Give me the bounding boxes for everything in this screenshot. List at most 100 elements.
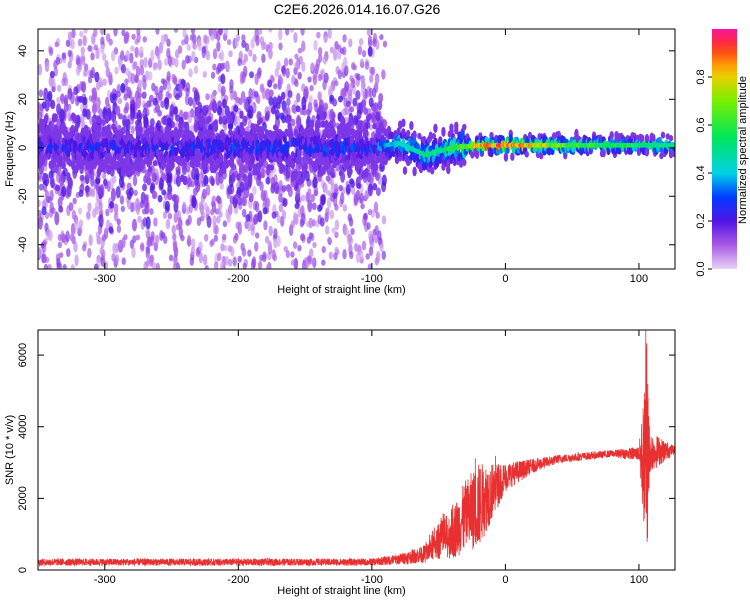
spectrogram-cell	[357, 45, 363, 56]
spectrogram-cell	[360, 85, 366, 97]
spectrogram-cell	[122, 114, 128, 128]
spectrogram-cell	[317, 73, 323, 82]
spectrogram-cell	[357, 123, 363, 131]
spectrogram-cell	[182, 29, 187, 39]
spectrogram-cell	[142, 36, 147, 43]
spectrogram-cell	[124, 31, 130, 43]
spectrogram-cell	[370, 66, 376, 76]
spectrogram-cell	[342, 204, 348, 212]
spectrogram-cell	[121, 29, 126, 37]
spectrogram-cell	[90, 67, 96, 79]
spectrogram-cell	[294, 80, 299, 88]
spectrogram-cell	[326, 190, 332, 197]
spectrogram-cell	[319, 113, 324, 121]
spectrogram-cell	[373, 81, 379, 93]
spectrogram-cell	[116, 84, 121, 94]
spectrogram-cell	[99, 184, 105, 198]
spectrogram-cell	[286, 97, 291, 107]
spectrogram-cell	[342, 34, 347, 43]
top-ytick-label: 0	[17, 145, 29, 151]
spectrogram-cell	[660, 131, 666, 139]
spectrogram-cell	[168, 254, 174, 262]
spectrogram-cell	[43, 173, 49, 180]
top-xtick-label: -200	[227, 273, 249, 285]
spectrogram-cell	[363, 107, 369, 115]
spectrogram-cell	[345, 100, 351, 108]
spectrogram-cell	[265, 88, 271, 101]
spectrogram-cell	[263, 220, 268, 231]
spectrogram-cell	[50, 99, 56, 110]
spectrogram-cell	[428, 131, 433, 142]
spectrogram-cell	[265, 263, 271, 269]
spectrogram-cell	[182, 201, 187, 210]
spectrogram-cell	[212, 48, 218, 60]
spectrogram-cell	[266, 164, 271, 171]
spectrogram-cell	[192, 43, 198, 50]
spectrogram-cell	[252, 169, 257, 176]
spectrogram-cell	[74, 123, 79, 133]
spectrogram-cell	[309, 85, 314, 92]
spectrogram-cell	[672, 143, 675, 148]
spectrogram-cell	[300, 29, 305, 36]
spectrogram-cell	[172, 241, 178, 254]
spectrogram-cell	[216, 29, 221, 42]
spectrogram-cell	[118, 175, 124, 189]
spectrogram-cell	[332, 47, 337, 56]
spectrogram-cell	[81, 55, 86, 66]
spectrogram-cell	[250, 154, 255, 165]
spectrogram-cell	[449, 123, 454, 132]
spectrogram-cell	[49, 70, 55, 79]
bottom-ytick-label: 4000	[17, 414, 29, 438]
top-xtick-label: -300	[94, 273, 116, 285]
spectrogram-cell	[131, 247, 136, 259]
spectrogram-cell	[239, 181, 245, 193]
spectrogram-cell	[417, 132, 422, 140]
spectrogram-cell	[123, 93, 128, 101]
spectrogram-cell	[297, 170, 303, 180]
spectrogram-cell	[114, 160, 119, 170]
spectrogram-cell	[313, 39, 318, 51]
spectrogram-cell	[56, 96, 61, 104]
spectrogram-cell	[651, 133, 656, 144]
spectrogram-cell	[156, 120, 162, 132]
spectrogram-cell	[212, 215, 217, 226]
spectrogram-cell	[90, 52, 95, 61]
spectrogram-cell	[241, 40, 247, 48]
spectrogram-cell	[228, 114, 233, 125]
spectrogram-cell	[224, 60, 230, 71]
spectrogram-cell	[137, 215, 142, 223]
spectrogram-cell	[290, 251, 295, 258]
spectrogram-cell	[117, 113, 123, 120]
spectrogram-cell	[308, 217, 313, 229]
spectrogram-cell	[257, 261, 263, 269]
spectrogram-cell	[255, 35, 260, 47]
spectrogram-cell	[294, 61, 299, 69]
spectrogram-cell	[305, 152, 310, 160]
spectrogram-cell	[109, 201, 115, 209]
spectrogram-cell	[377, 100, 383, 111]
spectrogram-cell	[323, 35, 328, 43]
spectrogram-cell	[431, 133, 437, 140]
spectrogram-cell	[350, 185, 356, 195]
spectrogram-cell	[79, 174, 85, 181]
spectrogram-cell	[278, 42, 283, 51]
spectrogram-cell	[191, 194, 197, 209]
spectrogram-cell	[297, 47, 303, 54]
spectrogram-cell	[56, 129, 62, 140]
spectrogram-cell	[311, 202, 317, 211]
spectrogram-cell	[66, 172, 71, 182]
spectrogram-cell	[234, 232, 239, 241]
spectrogram-cell	[105, 208, 110, 217]
spectrogram-cell	[271, 211, 277, 219]
spectrogram-cell	[58, 155, 63, 164]
spectrogram-cell	[308, 95, 313, 105]
spectrogram-cell	[135, 119, 141, 126]
spectrogram-cell	[136, 94, 142, 109]
spectrogram-cell	[228, 203, 233, 216]
spectrogram-cell	[254, 72, 259, 85]
spectrogram-cell	[77, 153, 82, 160]
spectrogram-cell	[200, 115, 206, 125]
bottom-xtick-label: -300	[94, 574, 116, 586]
spectrogram-cell	[117, 239, 123, 253]
spectrogram-cell	[171, 73, 176, 83]
